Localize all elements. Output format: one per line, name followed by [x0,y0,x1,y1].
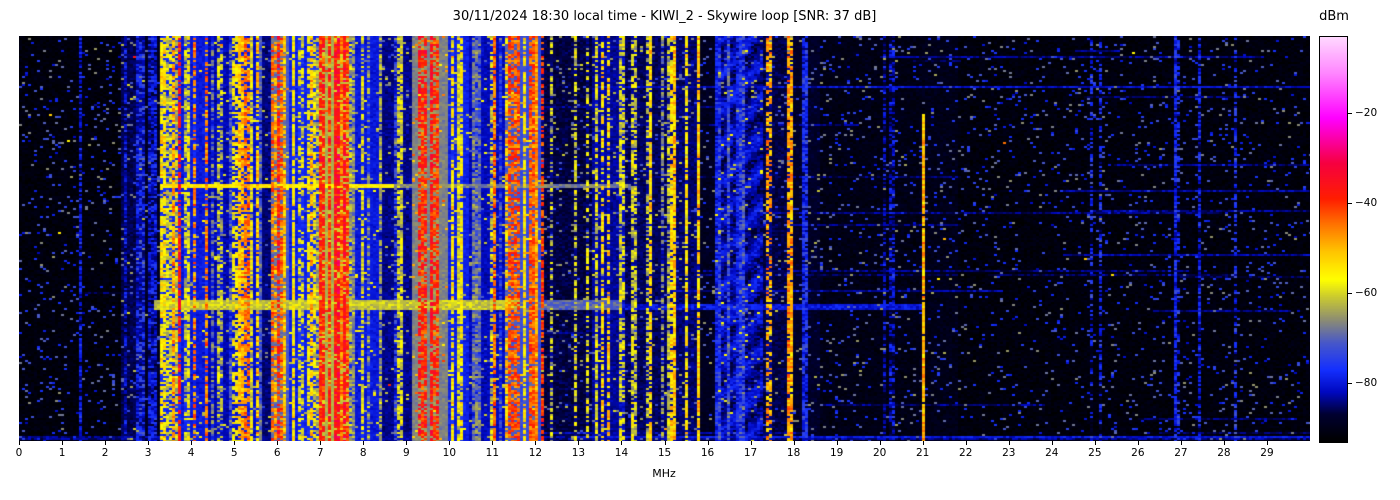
colorbar [1319,36,1348,443]
x-tick-label: 15 [657,447,672,459]
x-tick [1008,441,1010,445]
x-tick-label: 22 [959,447,973,459]
x-tick-label: 19 [829,447,844,459]
colorbar-tick-label: −60 [1355,286,1378,299]
x-tick [750,441,752,445]
colorbar-tick-label: −80 [1355,376,1378,389]
x-tick-label: 28 [1217,447,1231,459]
colorbar-tick-label: −20 [1355,106,1378,119]
colorbar-label: dBm [1319,9,1349,24]
x-tick [664,441,666,445]
x-tick [535,441,537,445]
x-tick [1266,441,1268,445]
x-tick-label: 26 [1131,447,1145,459]
x-tick-label: 21 [916,447,930,459]
x-tick [234,441,236,445]
x-tick [406,441,408,445]
x-tick-label: 17 [743,447,758,459]
colorbar-tick [1348,382,1352,384]
x-tick [320,441,322,445]
x-tick-label: 16 [700,447,715,459]
x-tick [707,441,709,445]
x-tick [1180,441,1182,445]
x-tick [363,441,365,445]
colorbar-tick-label: −40 [1355,196,1378,209]
x-tick-label: 11 [485,447,500,459]
x-tick [922,441,924,445]
x-tick [879,441,881,445]
x-tick [1137,441,1139,445]
x-tick-label: 20 [872,447,887,459]
x-tick-label: 3 [144,447,152,459]
waterfall-heatmap [19,36,1310,441]
colorbar-tick [1348,202,1352,204]
x-tick-label: 4 [187,447,195,459]
x-tick [965,441,967,445]
x-tick [105,441,107,445]
x-tick-label: 25 [1088,447,1102,459]
x-tick-label: 7 [316,447,324,459]
x-tick-label: 5 [230,447,238,459]
x-tick [148,441,150,445]
x-tick [1051,441,1053,445]
x-tick [191,441,193,445]
x-axis-label: MHz [652,467,676,480]
x-tick-label: 14 [614,447,629,459]
x-tick [621,441,623,445]
x-tick [277,441,279,445]
x-tick-label: 12 [528,447,543,459]
x-tick-label: 9 [402,447,410,459]
x-tick-label: 0 [15,447,23,459]
x-tick-label: 13 [571,447,586,459]
x-tick-label: 2 [101,447,109,459]
colorbar-gradient [1320,37,1347,442]
x-tick [1094,441,1096,445]
x-tick-label: 24 [1045,447,1059,459]
x-tick-label: 10 [442,447,457,459]
chart-title: 30/11/2024 18:30 local time - KIWI_2 - S… [452,9,877,24]
x-tick [62,441,64,445]
x-tick-label: 6 [273,447,281,459]
x-tick-label: 27 [1174,447,1188,459]
x-tick [1223,441,1225,445]
x-tick-label: 18 [786,447,801,459]
x-tick-label: 29 [1260,447,1274,459]
x-tick-label: 23 [1002,447,1016,459]
colorbar-tick [1348,292,1352,294]
x-tick [793,441,795,445]
x-tick [19,441,20,445]
x-tick [492,441,494,445]
x-tick-label: 8 [359,447,367,459]
x-tick-label: 1 [58,447,66,459]
x-tick [449,441,451,445]
x-tick [836,441,838,445]
colorbar-tick [1348,112,1352,114]
x-tick [578,441,580,445]
